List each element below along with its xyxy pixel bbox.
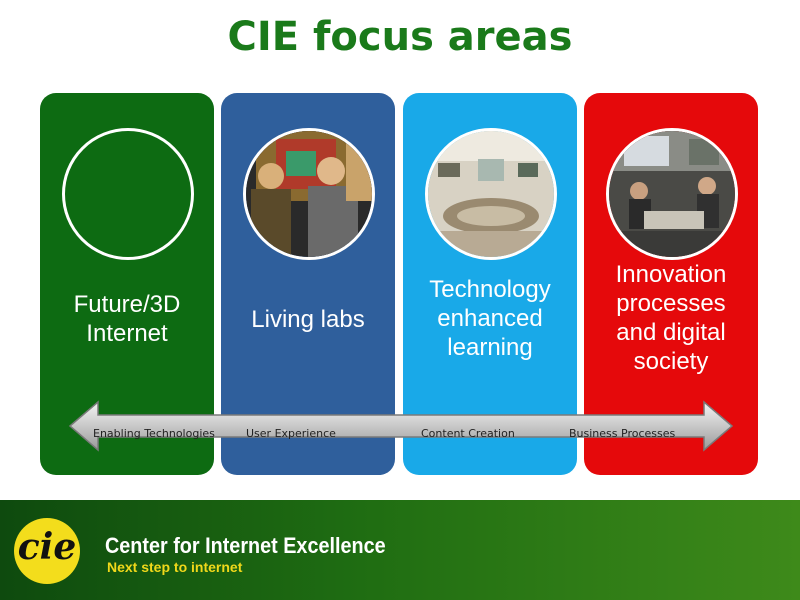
empty-circle — [62, 128, 194, 260]
arrow-label-enabling: Enabling Technologies — [93, 427, 215, 440]
living-labs-photo — [243, 128, 375, 260]
focus-card-label: Living labs — [251, 306, 365, 333]
focus-card-living-labs: Living labs — [221, 93, 395, 475]
arrow-label-business: Business Processes — [569, 427, 676, 440]
double-arrow — [68, 400, 734, 452]
focus-card-learning: Technology enhanced learning — [403, 93, 577, 475]
arrow-label-content: Content Creation — [421, 427, 515, 440]
classroom-photo — [425, 128, 557, 260]
slide-title: CIE focus areas — [227, 14, 573, 60]
logo-text: cie — [17, 526, 77, 568]
arrow-label-user-experience: User Experience — [246, 427, 336, 440]
focus-card-future-internet: Future/3D Internet — [40, 93, 214, 475]
tagline: Next step to internet — [107, 559, 243, 575]
focus-card-label: Technology enhanced learning — [429, 276, 551, 361]
cie-logo: cie — [14, 518, 80, 584]
organization-name: Center for Internet Excellence — [105, 533, 386, 558]
focus-card-innovation: Innovation processes and digital society — [584, 93, 758, 475]
focus-card-label: Innovation processes and digital society — [615, 261, 727, 375]
focus-card-label: Future/3D Internet — [73, 291, 181, 347]
meeting-photo — [606, 128, 738, 260]
footer-banner: cie Center for Internet Excellence Next … — [0, 500, 800, 600]
